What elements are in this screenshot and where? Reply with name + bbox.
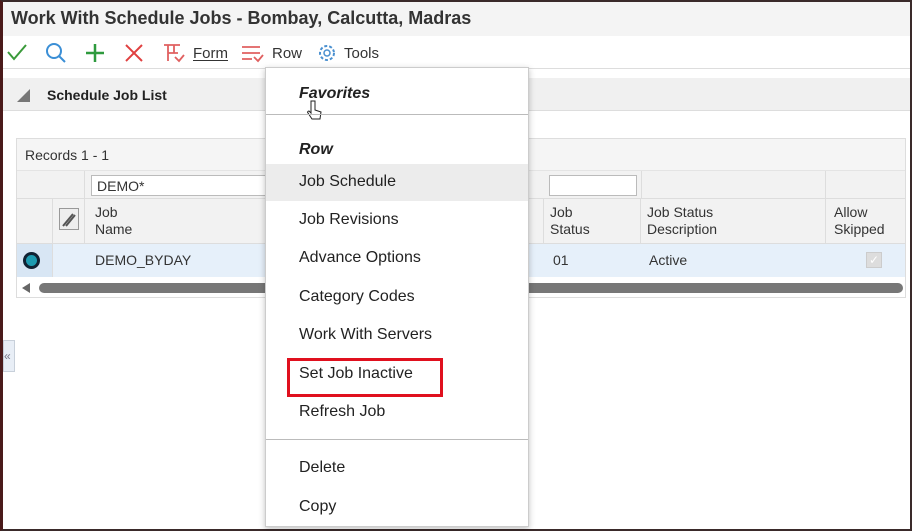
close-button[interactable]	[123, 42, 145, 64]
cell-job-name: DEMO_BYDAY	[95, 252, 192, 268]
collapse-icon[interactable]	[17, 89, 30, 102]
filter-job-name[interactable]	[91, 175, 291, 196]
gear-icon	[319, 45, 335, 61]
menu-item-set-job-inactive[interactable]: Set Job Inactive	[299, 365, 413, 382]
menu-header-favorites: Favorites	[299, 85, 371, 102]
col-job-status[interactable]: Job Status	[543, 199, 641, 243]
menu-item-category-codes[interactable]: Category Codes	[299, 288, 415, 305]
close-icon	[125, 44, 143, 62]
toolbar: Form Row Tools	[3, 36, 910, 69]
menu-item-work-with-servers[interactable]: Work With Servers	[299, 326, 433, 343]
check-icon	[7, 44, 27, 61]
form-menu-button[interactable]: Form	[161, 42, 228, 64]
cell-job-status-description: Active	[649, 252, 688, 268]
section-title: Schedule Job List	[47, 87, 167, 103]
expand-panel-icon[interactable]: «	[3, 340, 15, 372]
edit-column-icon[interactable]	[53, 199, 85, 243]
row-exit-icon	[242, 46, 264, 63]
scroll-left-icon[interactable]	[22, 283, 30, 293]
form-exit-icon	[164, 44, 185, 63]
menu-item-refresh-job[interactable]: Refresh Job	[299, 403, 386, 420]
filter-job-status[interactable]	[549, 175, 637, 196]
row-dropdown-menu: Favorites Row Job Schedule Job Revisions…	[265, 67, 529, 527]
tools-menu-button[interactable]: Tools	[316, 42, 379, 64]
menu-item-copy[interactable]: Copy	[299, 498, 337, 515]
allow-skipped-checkbox[interactable]: ✓	[866, 252, 882, 268]
row-menu-button[interactable]: Row	[240, 42, 302, 64]
filter-row	[17, 171, 905, 199]
menu-item-job-schedule[interactable]: Job Schedule	[266, 164, 528, 201]
cell-job-status: 01	[553, 252, 569, 268]
col-job-name[interactable]: Job Name	[95, 204, 133, 237]
window-title: Work With Schedule Jobs - Bombay, Calcut…	[3, 2, 910, 36]
row-select-radio[interactable]	[17, 244, 53, 277]
find-button[interactable]	[45, 42, 67, 64]
highlight-box	[287, 358, 443, 397]
menu-item-job-revisions[interactable]: Job Revisions	[299, 211, 399, 228]
plus-icon	[86, 44, 104, 62]
add-button[interactable]	[84, 42, 106, 64]
search-icon	[46, 43, 66, 63]
hand-cursor-icon	[307, 100, 322, 120]
menu-item-advance-options[interactable]: Advance Options	[299, 249, 421, 266]
menu-item-delete[interactable]: Delete	[299, 459, 346, 476]
menu-header-row: Row	[299, 141, 333, 158]
col-allow-skipped[interactable]: Allow Skipped	[834, 204, 885, 237]
ok-button[interactable]	[6, 42, 28, 62]
col-job-status-description[interactable]: Job Status Description	[641, 199, 826, 243]
